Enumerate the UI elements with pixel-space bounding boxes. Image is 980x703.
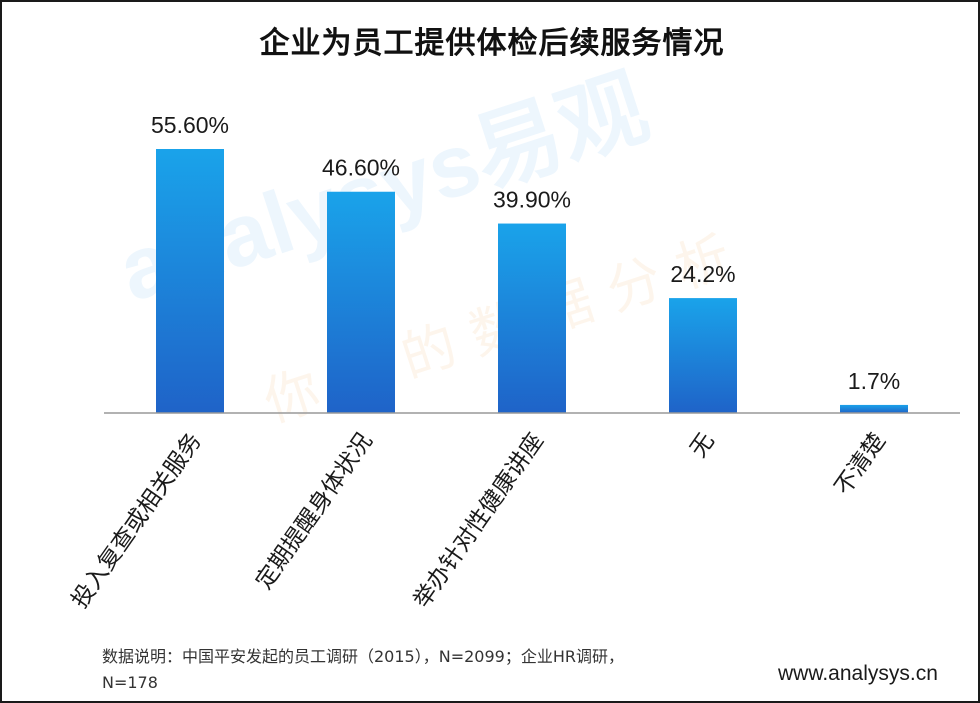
category-label-5: 不清楚	[830, 429, 891, 500]
bar-5	[840, 404, 908, 413]
value-label-5: 1.7%	[848, 368, 900, 394]
category-label-4: 无	[685, 429, 719, 463]
value-labels-group: 55.60% 46.60% 39.90% 24.2% 1.7%	[151, 112, 900, 394]
category-labels-group: 投入复查或相关服务 定期提醒身体状况 举办针对性健康讲座 无 不清楚	[67, 429, 891, 613]
chart-title: 企业为员工提供体检后续服务情况	[259, 26, 725, 61]
bar-1	[156, 149, 224, 413]
value-label-1: 55.60%	[151, 112, 229, 138]
bars-group	[156, 149, 908, 413]
bar-4	[669, 298, 737, 413]
source-note: 数据说明：中国平安发起的员工调研（2015），N=2099；企业HR调研，N=1…	[102, 647, 624, 692]
value-label-3: 39.90%	[493, 187, 571, 213]
value-label-2: 46.60%	[322, 155, 400, 181]
website-url: www.analysys.cn	[778, 662, 938, 685]
category-label-3: 举办针对性健康讲座	[409, 429, 549, 613]
bar-2	[327, 191, 395, 413]
value-label-4: 24.2%	[670, 261, 735, 287]
category-label-1: 投入复查或相关服务	[67, 429, 207, 613]
category-label-2: 定期提醒身体状况	[251, 429, 378, 595]
bar-3	[498, 223, 566, 413]
